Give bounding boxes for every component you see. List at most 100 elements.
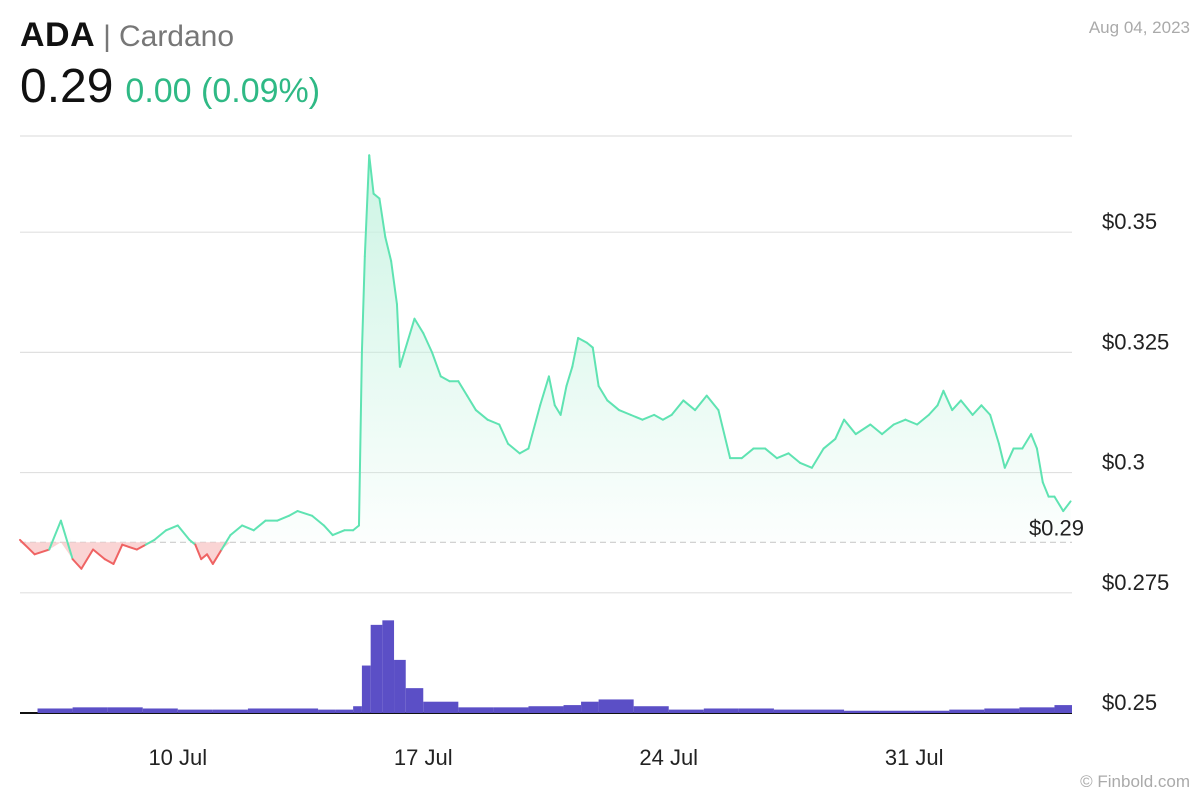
price-segment (989, 413, 1000, 445)
price-segment (363, 154, 371, 258)
price-segment (881, 423, 895, 436)
volume-bar (1019, 707, 1055, 713)
price-segment (276, 514, 290, 522)
price-segment (507, 442, 521, 455)
price-segment (927, 404, 939, 416)
price-segment (486, 418, 501, 426)
price-segment (577, 336, 588, 344)
price-segment (466, 394, 477, 412)
x-tick-label: 17 Jul (394, 745, 453, 770)
price-segment (764, 447, 778, 460)
price-segment (229, 524, 244, 537)
volume-bar (212, 709, 248, 713)
price-segment (1062, 500, 1072, 513)
x-tick-label: 10 Jul (148, 745, 207, 770)
y-tick-label: $0.325 (1102, 329, 1169, 354)
volume-bar (318, 709, 336, 713)
volume-bar (738, 708, 774, 713)
price-segment (1053, 495, 1065, 513)
price-segment (498, 423, 510, 445)
price-segment (959, 399, 974, 416)
price-segment (357, 351, 363, 527)
ticker-symbol: ADA (20, 16, 96, 54)
asset-name: Cardano (118, 20, 235, 53)
price-segment (547, 375, 556, 407)
volume-bar (563, 705, 582, 713)
watermark: © Finbold.com (1080, 772, 1190, 791)
price-segment (705, 394, 720, 412)
chart-date: Aug 04, 2023 (1088, 18, 1190, 37)
price-segment (200, 553, 209, 561)
volume-bar (335, 709, 354, 713)
price-segment (553, 404, 562, 416)
price-area (20, 155, 1071, 569)
volume-bar (703, 708, 739, 713)
volume-bar (72, 707, 108, 713)
price-segment (539, 375, 550, 407)
chart-header: ADA | Cardano 0.29 0.00 (0.09%) (20, 16, 320, 114)
price-change: 0.00 (0.09%) (125, 72, 321, 110)
y-tick-label: $0.275 (1102, 570, 1169, 595)
volume-bar (914, 710, 950, 713)
volume-bar (353, 706, 362, 713)
y-tick-label: $0.35 (1102, 209, 1157, 234)
price-segment (331, 529, 346, 537)
price-segment (641, 413, 656, 421)
price-segment (384, 235, 393, 263)
price-segment (740, 447, 755, 460)
price-segment (1030, 433, 1038, 450)
y-tick-label: $0.3 (1102, 450, 1145, 475)
price-segment (368, 154, 375, 195)
volume-bar (405, 688, 424, 713)
volume-bars (37, 620, 1072, 713)
volume-bar (361, 665, 371, 713)
price-segment (936, 389, 945, 407)
price-line (19, 154, 1072, 570)
title-row: ADA | Cardano (20, 16, 320, 55)
price-segment (153, 529, 168, 541)
price-segment (670, 399, 685, 416)
price-segment (322, 524, 334, 537)
volume-bar (423, 701, 459, 713)
price-segment (565, 365, 574, 388)
volume-bar (773, 709, 809, 713)
price-segment (854, 423, 872, 436)
title-separator: | (103, 20, 111, 53)
price-segment (892, 418, 907, 426)
price-segment (834, 418, 846, 440)
price-segment (717, 409, 732, 460)
volume-bar (598, 699, 634, 713)
volume-bar (949, 709, 985, 713)
price-segment (571, 336, 580, 368)
price-segment (457, 380, 469, 397)
price-segment (92, 548, 106, 561)
price-segment (1041, 481, 1050, 498)
price-segment (822, 437, 837, 450)
price-segment (296, 510, 314, 517)
price-segment (799, 461, 813, 469)
price-segment (843, 418, 857, 436)
price-segment (474, 409, 489, 421)
price-segment (194, 543, 203, 561)
price-segment (951, 399, 962, 412)
current-price: 0.29 (20, 60, 114, 113)
volume-bar (809, 709, 845, 713)
price-segment (48, 519, 62, 551)
price-segment (518, 447, 530, 455)
price-segment (904, 418, 919, 426)
price-segment (980, 404, 992, 416)
price-segment (390, 260, 398, 306)
price-segment (559, 385, 568, 416)
volume-bar (283, 708, 319, 713)
price-segment (585, 341, 594, 349)
volume-bar (382, 620, 395, 713)
volume-bar (247, 708, 283, 713)
price-segment (775, 452, 790, 460)
price-segment (597, 385, 609, 402)
price-segment (422, 332, 434, 354)
price-segment (403, 317, 416, 354)
price-segment (661, 413, 673, 421)
volume-bar (458, 707, 494, 713)
x-tick-label: 24 Jul (639, 745, 698, 770)
x-tick-label: 31 Jul (885, 745, 944, 770)
